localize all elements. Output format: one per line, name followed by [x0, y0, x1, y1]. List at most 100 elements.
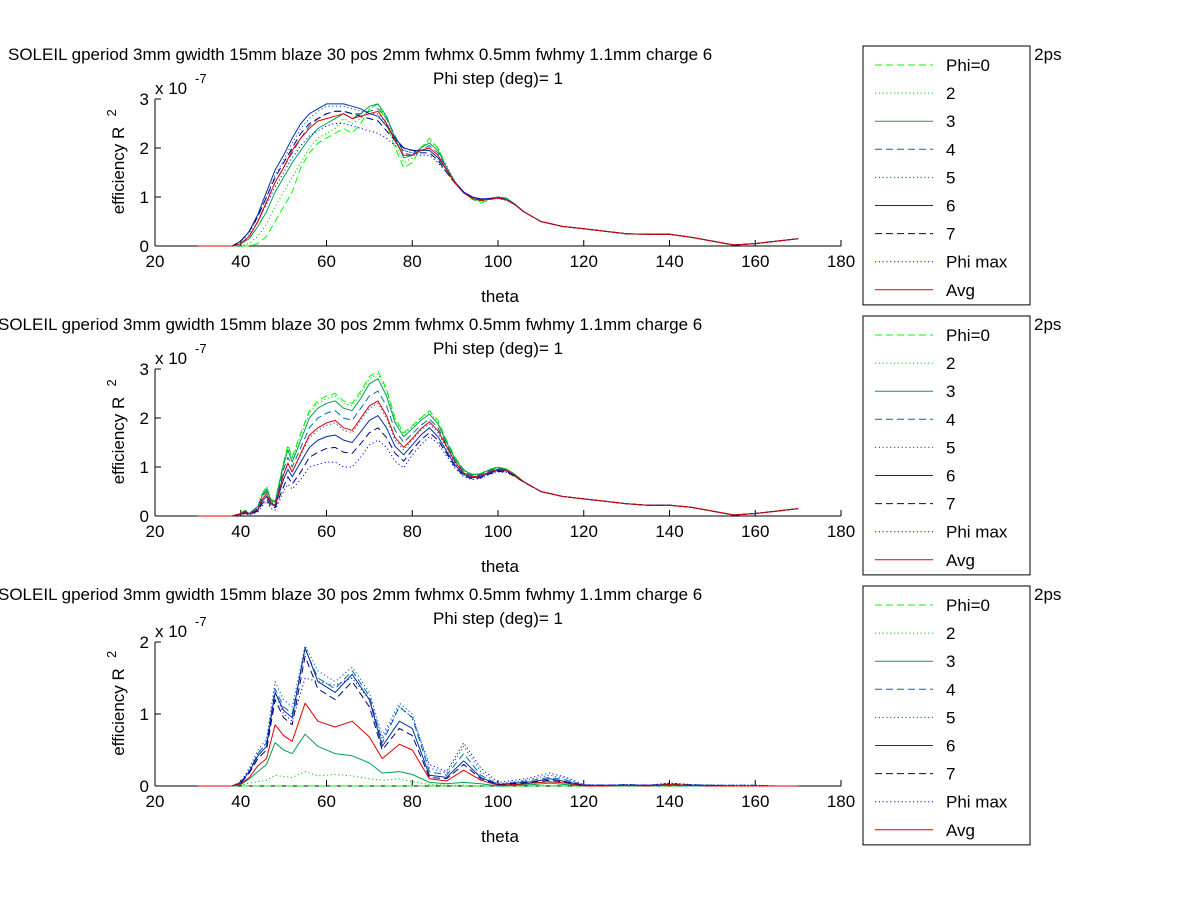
legend-label: Phi max: [946, 793, 1008, 812]
legend-label: 4: [946, 680, 955, 699]
x-tick-label: 60: [317, 252, 336, 271]
x-tick-label: 160: [741, 792, 769, 811]
x-tick-label: 140: [655, 522, 683, 541]
legend-label: 2: [946, 84, 955, 103]
chart-title-tail: 2ps: [1034, 315, 1061, 334]
x-tick-label: 100: [484, 522, 512, 541]
chart-title-tail: 2ps: [1034, 585, 1061, 604]
legend-label: 5: [946, 438, 955, 457]
chart-panel-3: SOLEIL gperiod 3mm gwidth 15mm blaze 30 …: [0, 585, 1061, 846]
x-tick-label: 140: [655, 252, 683, 271]
y-tick-label: 2: [140, 633, 149, 652]
axis-exponent-base: x 10: [155, 79, 187, 98]
axis-exponent-base: x 10: [155, 622, 187, 641]
x-tick-label: 40: [231, 792, 250, 811]
series-line-5: [197, 645, 799, 787]
x-tick-label: 60: [317, 792, 336, 811]
legend: Phi=0 2 3 4 5 6 7 Phi max Avg: [862, 45, 1031, 306]
y-axis-label: efficiency R: [109, 397, 128, 485]
x-tick-label: 80: [403, 522, 422, 541]
legend-label: 2: [946, 624, 955, 643]
y-axis-label: efficiency R: [109, 127, 128, 215]
legend-label: Phi max: [946, 253, 1008, 272]
x-tick-label: 80: [403, 792, 422, 811]
x-tick-label: 160: [741, 522, 769, 541]
y-tick-label: 0: [140, 777, 149, 796]
chart-title: SOLEIL gperiod 3mm gwidth 15mm blaze 30 …: [0, 315, 702, 334]
y-tick-label: 3: [140, 90, 149, 109]
y-axis-label-superscript: 2: [104, 109, 119, 116]
legend-label: Phi=0: [946, 326, 990, 345]
x-tick-label: 120: [570, 522, 598, 541]
chart-title: SOLEIL gperiod 3mm gwidth 15mm blaze 30 …: [8, 45, 712, 64]
series-group: [197, 370, 799, 517]
axis-exponent-base: x 10: [155, 349, 187, 368]
y-axis-label-superscript: 2: [104, 651, 119, 658]
legend-label: 5: [946, 168, 955, 187]
x-tick-label: 180: [827, 522, 855, 541]
chart-subtitle: Phi step (deg)= 1: [433, 339, 563, 358]
legend-label: Avg: [946, 821, 975, 840]
y-tick-label: 0: [140, 507, 149, 526]
legend-label: Avg: [946, 281, 975, 300]
y-tick-label: 1: [140, 188, 149, 207]
y-tick-label: 3: [140, 360, 149, 379]
series-line-4: [197, 648, 799, 787]
series-group: [197, 645, 799, 787]
x-tick-label: 160: [741, 252, 769, 271]
x-tick-label: 40: [231, 522, 250, 541]
y-tick-label: 2: [140, 139, 149, 158]
legend-label: 6: [946, 737, 955, 756]
chart-panel-2: SOLEIL gperiod 3mm gwidth 15mm blaze 30 …: [0, 315, 1061, 576]
x-axis-label: theta: [481, 287, 519, 306]
x-tick-label: 60: [317, 522, 336, 541]
x-tick-label: 80: [403, 252, 422, 271]
legend: Phi=0 2 3 4 5 6 7 Phi max Avg: [862, 315, 1031, 576]
legend-label: Phi=0: [946, 56, 990, 75]
legend-label: 3: [946, 382, 955, 401]
x-tick-label: 180: [827, 252, 855, 271]
y-tick-label: 2: [140, 409, 149, 428]
x-tick-label: 40: [231, 252, 250, 271]
legend-label: 4: [946, 140, 955, 159]
x-tick-label: 20: [146, 522, 165, 541]
series-line-3: [197, 733, 799, 787]
chart-subtitle: Phi step (deg)= 1: [433, 609, 563, 628]
series-line-avg: [197, 110, 799, 247]
x-tick-label: 140: [655, 792, 683, 811]
chart-subtitle: Phi step (deg)= 1: [433, 69, 563, 88]
y-axis-label-group: efficiency R 2: [104, 651, 128, 756]
series-line-avg: [197, 400, 799, 517]
chart-panel-1: SOLEIL gperiod 3mm gwidth 15mm blaze 30 …: [8, 45, 1062, 306]
x-tick-label: 120: [570, 792, 598, 811]
series-group: [197, 103, 799, 247]
legend-label: 7: [946, 495, 955, 514]
legend-label: 7: [946, 225, 955, 244]
axis-exponent-power: -7: [195, 71, 207, 86]
legend-label: 6: [946, 197, 955, 216]
legend-label: 3: [946, 112, 955, 131]
legend: Phi=0 2 3 4 5 6 7 Phi max Avg: [862, 585, 1031, 846]
x-tick-label: 100: [484, 252, 512, 271]
x-tick-label: 100: [484, 792, 512, 811]
x-tick-label: 20: [146, 252, 165, 271]
y-tick-label: 1: [140, 705, 149, 724]
legend-label: 7: [946, 765, 955, 784]
legend-label: 2: [946, 354, 955, 373]
y-axis-label: efficiency R: [109, 668, 128, 756]
y-tick-label: 0: [140, 237, 149, 256]
x-tick-label: 180: [827, 792, 855, 811]
axis-exponent-power: -7: [195, 614, 207, 629]
series-line-avg: [197, 702, 799, 787]
x-tick-label: 20: [146, 792, 165, 811]
legend-label: Phi=0: [946, 596, 990, 615]
chart-title: SOLEIL gperiod 3mm gwidth 15mm blaze 30 …: [0, 585, 702, 604]
y-axis-label-group: efficiency R 2: [104, 109, 128, 214]
legend-label: Avg: [946, 551, 975, 570]
legend-label: 3: [946, 652, 955, 671]
axis-exponent-power: -7: [195, 341, 207, 356]
legend-label: Phi max: [946, 523, 1008, 542]
y-axis-label-group: efficiency R 2: [104, 379, 128, 484]
legend-label: 6: [946, 467, 955, 486]
